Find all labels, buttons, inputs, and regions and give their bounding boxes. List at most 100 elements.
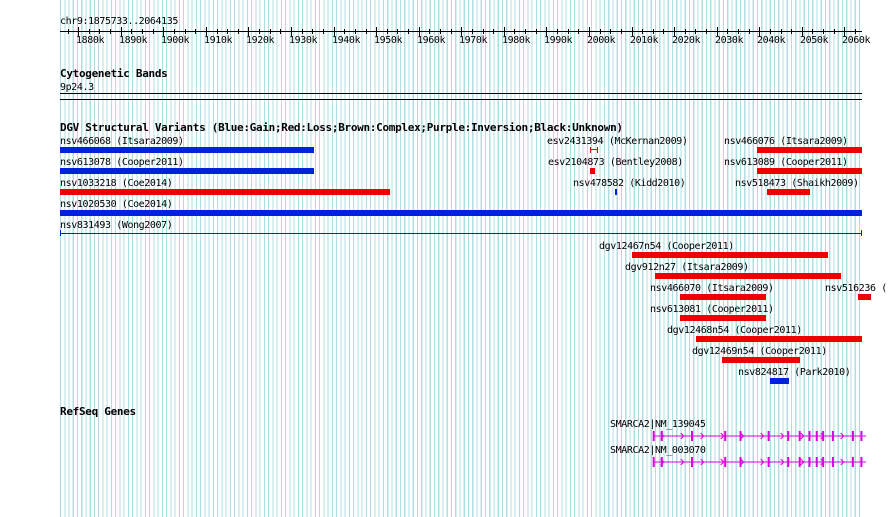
ruler-minor-tick [270, 29, 271, 34]
ruler-minor-tick [68, 29, 69, 34]
variant-label[interactable]: dgv12467n54 (Cooper2011) [599, 241, 734, 252]
variant-label[interactable]: nsv516236 ( [825, 283, 887, 294]
exon-mark [724, 431, 727, 441]
strand-arrow [760, 458, 765, 466]
exon-mark [815, 431, 818, 441]
ruler-tick-label: 1960k [417, 35, 446, 46]
ruler-minor-tick [727, 29, 728, 34]
track-grid [60, 0, 862, 517]
variant-bar-nsv466068[interactable] [60, 147, 314, 153]
variant-bar-dgv12468n54[interactable] [696, 336, 862, 342]
ruler-minor-tick [397, 29, 398, 34]
variant-bar-nsv1020530[interactable] [60, 210, 862, 216]
variant-label[interactable]: nsv478582 (Kidd2010) [573, 178, 686, 189]
variant-bar-dgv912n27[interactable] [655, 273, 841, 279]
variant-bar-nsv1033218[interactable] [60, 189, 390, 195]
variant-bar-nsv824817[interactable] [770, 378, 789, 384]
exon-mark [798, 457, 801, 467]
exon-mark [860, 457, 863, 467]
variant-bar-nsv518473[interactable] [767, 189, 810, 195]
variant-label[interactable]: esv2104873 (Bentley2008) [548, 157, 683, 168]
gene-label[interactable]: SMARCA2|NM_139045 [610, 419, 706, 430]
ruler-minor-tick [472, 29, 473, 34]
strand-arrow [680, 432, 685, 440]
cytoband-track-title[interactable]: Cytogenetic Bands [60, 67, 168, 80]
ruler-minor-tick [153, 29, 154, 34]
variant-bar-nsv516236[interactable] [858, 294, 871, 300]
variant-label[interactable]: esv2431394 (McKernan2009) [547, 136, 688, 147]
exon-mark [851, 457, 854, 467]
ruler-tick-label: 1910k [204, 35, 233, 46]
gene-model-2[interactable] [0, 452, 890, 472]
cytoband-divider [60, 93, 862, 94]
variant-label[interactable]: nsv1020530 (Coe2014) [60, 199, 173, 210]
ruler-minor-tick [142, 29, 143, 34]
variant-bar-dgv12469n54[interactable] [722, 357, 800, 363]
strand-arrow [800, 432, 805, 440]
exon-mark [767, 431, 770, 441]
variant-label[interactable]: nsv613081 (Cooper2011) [650, 304, 774, 315]
ruler-minor-tick [483, 29, 484, 34]
ruler-minor-tick [280, 29, 281, 34]
variant-bar-esv2104873[interactable] [590, 168, 595, 174]
variant-label[interactable]: nsv824817 (Park2010) [738, 367, 851, 378]
strand-arrow [840, 458, 845, 466]
dgv-track-title[interactable]: DGV Structural Variants (Blue:Gain;Red:L… [60, 121, 623, 134]
variant-label[interactable]: nsv518473 (Shaikh2009) [735, 178, 859, 189]
variant-label[interactable]: dgv12468n54 (Cooper2011) [667, 325, 802, 336]
strand-arrow [840, 432, 845, 440]
ruler-tick-label: 1900k [161, 35, 190, 46]
ruler-tick [78, 27, 79, 36]
strand-arrow [740, 458, 745, 466]
ruler-minor-tick [185, 29, 186, 34]
variant-bar-esv2431394[interactable] [590, 149, 598, 150]
ruler-tick [461, 27, 462, 36]
ruler-minor-tick [366, 29, 367, 34]
ruler-tick-label: 1980k [502, 35, 531, 46]
ruler-minor-tick [312, 29, 313, 34]
variant-bar-nsv613081[interactable] [680, 315, 766, 321]
variant-label[interactable]: dgv912n27 (Itsara2009) [625, 262, 749, 273]
variant-label[interactable]: nsv613078 (Cooper2011) [60, 157, 184, 168]
ruler-minor-tick [536, 29, 537, 34]
ruler-tick-label: 2000k [587, 35, 616, 46]
ruler-minor-tick [344, 29, 345, 34]
variant-bar-nsv613078[interactable] [60, 168, 314, 174]
gene-model-1[interactable] [0, 426, 890, 446]
gene-label[interactable]: SMARCA2|NM_003070 [610, 445, 706, 456]
exon-mark [767, 457, 770, 467]
variant-label[interactable]: nsv466076 (Itsara2009) [724, 136, 848, 147]
strand-arrow [720, 458, 725, 466]
variant-label[interactable]: nsv466070 (Itsara2009) [650, 283, 774, 294]
ruler-tick [206, 27, 207, 36]
ruler-minor-tick [323, 29, 324, 34]
variant-label[interactable]: dgv12469n54 (Cooper2011) [692, 346, 827, 357]
variant-bar-dgv12467n54[interactable] [632, 252, 828, 258]
ruler-tick-label: 1890k [119, 35, 148, 46]
variant-bar-nsv466070[interactable] [680, 294, 766, 300]
variant-bar-nsv831493[interactable] [60, 233, 862, 234]
ruler-minor-tick [600, 29, 601, 34]
variant-bar-nsv466076[interactable] [757, 147, 862, 153]
variant-label[interactable]: nsv466068 (Itsara2009) [60, 136, 184, 147]
ruler-tick-label: 1930k [289, 35, 318, 46]
variant-bar-nsv478582[interactable] [615, 189, 617, 195]
variant-label[interactable]: nsv1033218 (Coe2014) [60, 178, 173, 189]
ruler-minor-tick [451, 29, 452, 34]
variant-bar-nsv613089[interactable] [757, 168, 862, 174]
variant-label[interactable]: nsv613089 (Cooper2011) [724, 157, 848, 168]
ruler-tick-label: 1950k [374, 35, 403, 46]
ruler-tick-label: 1920k [246, 35, 275, 46]
ruler-minor-tick [302, 29, 303, 34]
ruler-minor-tick [557, 29, 558, 34]
ruler-tick [589, 27, 590, 36]
ruler-minor-tick [355, 29, 356, 34]
ruler-minor-tick [610, 29, 611, 34]
ruler-tick [802, 27, 803, 36]
refseq-track-title[interactable]: RefSeq Genes [60, 405, 136, 418]
variant-label[interactable]: nsv831493 (Wong2007) [60, 220, 173, 231]
exon-mark [798, 431, 801, 441]
ruler-minor-tick [855, 29, 856, 34]
